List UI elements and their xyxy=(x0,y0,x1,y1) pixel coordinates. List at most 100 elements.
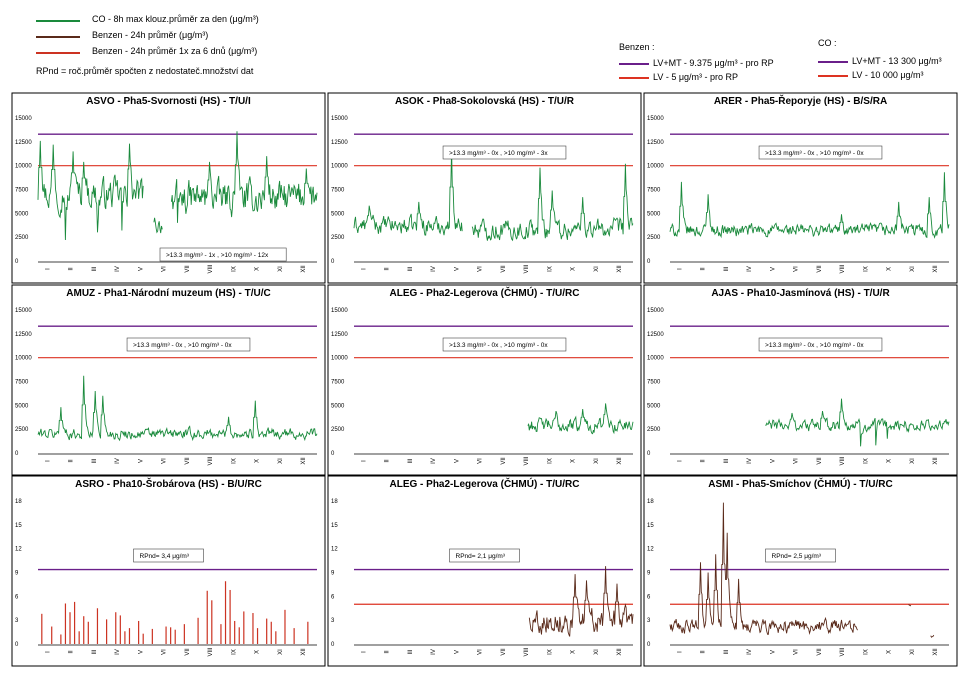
annotation-box xyxy=(126,337,251,352)
y-tick-label: 5000 xyxy=(647,403,661,409)
y-tick-label: 0 xyxy=(647,642,651,648)
chart-frame xyxy=(643,284,958,476)
bar xyxy=(64,603,67,644)
bar xyxy=(165,626,167,644)
annotation-box xyxy=(133,548,204,563)
y-tick-label: 3 xyxy=(15,618,19,624)
series-line xyxy=(765,398,950,447)
month-label: II xyxy=(701,459,707,463)
chart-panel-9: ASMI - Pha5-Smíchov (ČHMÚ) - T/U/RC 0 3 6 9 1… xyxy=(643,475,958,667)
month-label: VI xyxy=(794,266,800,272)
annotation-box xyxy=(159,247,287,262)
bar xyxy=(106,619,108,644)
y-tick-label: 12 xyxy=(15,547,22,553)
y-tick-label: 3 xyxy=(647,618,651,624)
month-label: V xyxy=(770,459,776,463)
month-label: VIII xyxy=(208,456,214,465)
y-tick-label: 15000 xyxy=(647,116,664,122)
month-label: XII xyxy=(933,265,939,273)
y-tick-label: 3 xyxy=(331,618,335,624)
month-label: VI xyxy=(162,649,168,655)
month-label: VII xyxy=(501,457,507,465)
chart-panel-1: ASVO - Pha5-Svornosti (HS) - T/U/I 0 2500 5… xyxy=(11,92,326,284)
series-line xyxy=(353,148,463,236)
month-label: XII xyxy=(617,265,623,273)
month-label: IX xyxy=(547,266,553,272)
month-label: I xyxy=(45,651,51,653)
month-label: VI xyxy=(478,266,484,272)
bar xyxy=(119,615,121,644)
month-label: VII xyxy=(185,457,191,465)
y-tick-label: 15 xyxy=(647,523,654,529)
month-label: I xyxy=(361,460,367,462)
month-label: IV xyxy=(431,266,437,272)
y-tick-label: 0 xyxy=(15,259,19,265)
y-tick-label: 0 xyxy=(15,451,19,457)
bar xyxy=(234,620,236,644)
y-tick-label: 15 xyxy=(15,523,22,529)
y-tick-label: 5000 xyxy=(15,211,29,217)
legend-note: RPnd = roč.průměr spočten z nedostateč.m… xyxy=(36,66,253,80)
y-tick-label: 2500 xyxy=(647,427,661,433)
series-line xyxy=(37,375,318,442)
month-label: VIII xyxy=(840,264,846,273)
month-label: I xyxy=(677,460,683,462)
month-label: IV xyxy=(115,649,121,655)
month-label: IV xyxy=(431,649,437,655)
month-label: VIII xyxy=(524,647,530,656)
legend: CO - 8h max klouz.průměr za den (μg/m³) … xyxy=(36,12,466,82)
month-label: IV xyxy=(115,266,121,272)
y-tick-label: 7500 xyxy=(15,380,29,386)
bar xyxy=(41,613,43,644)
chart-title: AJAS - Pha10-Jasmínová (HS) - T/U/R xyxy=(711,288,890,299)
month-label: X xyxy=(887,267,893,271)
legend-benzen-title: Benzen : xyxy=(619,42,655,52)
series-line xyxy=(669,172,950,239)
bar xyxy=(275,631,277,644)
month-label: X xyxy=(887,650,893,654)
month-label: VI xyxy=(478,458,484,464)
bar xyxy=(96,608,99,644)
chart-panel-2: ASOK - Pha8-Sokolovská (HS) - T/U/R 0 2500… xyxy=(327,92,642,284)
month-label: XII xyxy=(301,648,307,656)
chart-frame xyxy=(327,284,642,476)
month-label: I xyxy=(45,268,51,270)
annotation-text: >13.3 mg/m³ - 0x , >10 mg/m³ - 3x xyxy=(449,150,548,157)
y-tick-label: 0 xyxy=(15,642,19,648)
y-tick-label: 15000 xyxy=(15,308,32,314)
month-label: IX xyxy=(863,649,869,655)
chart-panel-8: ALEG - Pha2-Legerova (ČHMÚ) - T/U/RC 0 3 6 9… xyxy=(327,475,642,667)
y-tick-label: 0 xyxy=(647,451,651,457)
y-tick-label: 2500 xyxy=(15,235,29,241)
month-label: IV xyxy=(747,649,753,655)
annotation-box xyxy=(442,145,567,160)
month-label: XI xyxy=(594,649,600,655)
bar xyxy=(270,621,272,644)
month-label: II xyxy=(69,267,75,271)
month-label: VI xyxy=(478,649,484,655)
month-label: V xyxy=(454,650,460,654)
month-label: XII xyxy=(301,457,307,465)
series-line xyxy=(170,131,318,223)
month-label: X xyxy=(571,459,577,463)
month-label: IX xyxy=(231,458,237,464)
month-label: I xyxy=(361,651,367,653)
bar xyxy=(183,624,185,644)
month-label: III xyxy=(724,649,730,654)
y-tick-label: 18 xyxy=(647,499,654,505)
month-label: II xyxy=(385,650,391,654)
bar xyxy=(256,628,259,644)
bar xyxy=(69,612,71,644)
y-tick-label: 10000 xyxy=(331,164,348,170)
chart-frame xyxy=(643,92,958,284)
chart-panel-6: AJAS - Pha10-Jasmínová (HS) - T/U/R 0 2500… xyxy=(643,284,958,476)
y-tick-label: 0 xyxy=(331,259,335,265)
bar xyxy=(211,600,213,644)
y-tick-label: 9 xyxy=(331,571,335,577)
y-tick-label: 5000 xyxy=(647,211,661,217)
month-label: XII xyxy=(617,648,623,656)
chart-title: AMUZ - Pha1-Národní muzeum (HS) - T/U/C xyxy=(66,288,270,299)
y-tick-label: 6 xyxy=(15,594,19,600)
month-label: V xyxy=(138,650,144,654)
